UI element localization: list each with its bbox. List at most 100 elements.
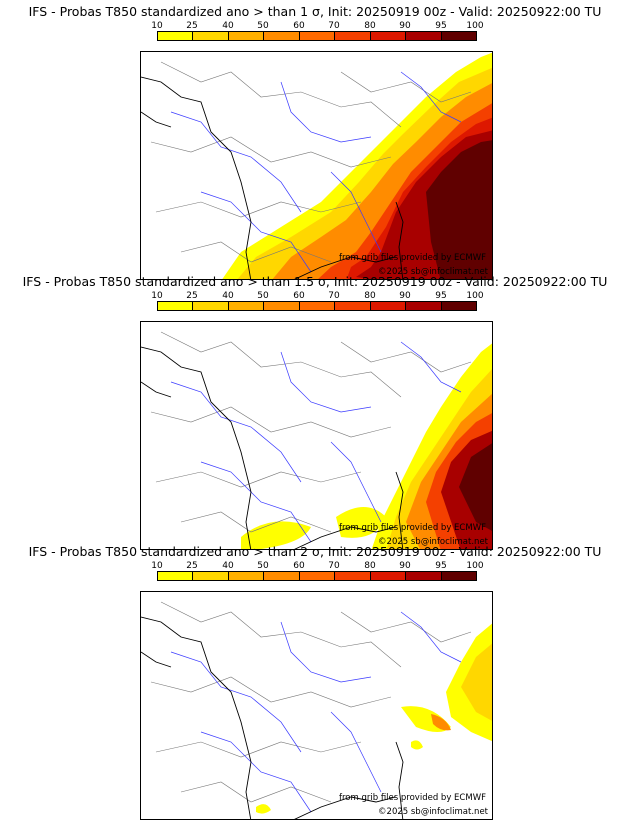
legend-swatch <box>299 572 336 580</box>
coastline-segment <box>141 616 252 819</box>
legend-labels: 10 25 40 50 60 70 80 90 95 100 <box>151 561 483 571</box>
color-legend: 10 25 40 50 60 70 80 90 95 100 <box>151 291 484 311</box>
border-line <box>155 741 362 758</box>
border-line <box>160 61 402 128</box>
legend-swatch <box>228 32 265 40</box>
border-line <box>340 611 472 643</box>
legend-swatch <box>406 572 442 580</box>
legend-label: 40 <box>222 561 234 571</box>
land-borders <box>150 61 472 263</box>
legend-label: 95 <box>435 21 447 31</box>
rivers <box>170 611 462 813</box>
legend-color-bar <box>157 31 477 41</box>
legend-swatch <box>441 32 476 40</box>
probability-map: from grib files provided by ECMWF ©2025 … <box>140 321 493 550</box>
legend-label: 40 <box>222 21 234 31</box>
map-graphic <box>141 52 492 279</box>
legend-swatch <box>264 302 300 310</box>
legend-label: 70 <box>328 21 340 31</box>
panel-title: IFS - Probas T850 standardized ano > tha… <box>28 544 602 559</box>
copyright-notice: ©2025 sb@infoclimat.net <box>378 537 488 547</box>
data-source-credit: from grib files provided by ECMWF <box>339 523 486 533</box>
panel-title: IFS - Probas T850 standardized ano > tha… <box>22 274 608 289</box>
river-line <box>200 731 312 813</box>
river-line <box>200 461 312 543</box>
border-line <box>150 406 392 438</box>
map-graphic <box>141 601 492 819</box>
land-borders <box>150 331 472 533</box>
rivers <box>170 341 462 543</box>
border-line <box>160 331 402 398</box>
river-line <box>170 111 302 213</box>
legend-swatch <box>264 572 300 580</box>
coastline-segment <box>294 526 397 549</box>
river-line <box>400 341 462 393</box>
legend-swatch <box>335 572 371 580</box>
coastline <box>141 346 404 549</box>
border-line <box>150 676 392 708</box>
river-line <box>280 81 372 143</box>
probability-area <box>256 804 271 814</box>
coastline <box>141 616 404 819</box>
legend-label: 80 <box>364 561 376 571</box>
river-line <box>280 351 372 413</box>
legend-label: 50 <box>257 21 269 31</box>
data-source-credit: from grib files provided by ECMWF <box>339 793 486 803</box>
legend-label: 40 <box>222 291 234 301</box>
legend-label: 95 <box>435 291 447 301</box>
coastline-segment <box>141 111 172 128</box>
legend-swatch <box>335 302 371 310</box>
legend-swatch <box>406 302 442 310</box>
probability-fields <box>256 623 492 814</box>
panel-1-sigma: IFS - Probas T850 standardized ano > tha… <box>0 4 630 280</box>
legend-swatch <box>264 32 300 40</box>
border-line <box>340 71 472 103</box>
probability-area <box>411 740 423 750</box>
legend-label: 90 <box>399 291 411 301</box>
legend-swatch <box>299 302 336 310</box>
border-line <box>160 601 402 668</box>
panel-title: IFS - Probas T850 standardized ano > tha… <box>28 4 602 19</box>
color-legend: 10 25 40 50 60 70 80 90 95 100 <box>151 21 484 41</box>
legend-label: 90 <box>399 561 411 571</box>
legend-label: 60 <box>293 561 305 571</box>
probability-area <box>336 507 386 538</box>
legend-label: 80 <box>364 21 376 31</box>
legend-label: 100 <box>466 21 484 31</box>
legend-label: 50 <box>257 561 269 571</box>
coastline <box>141 76 404 279</box>
legend-label: 60 <box>293 21 305 31</box>
probability-fields <box>241 343 492 549</box>
copyright-notice: ©2025 sb@infoclimat.net <box>378 267 488 277</box>
legend-swatch <box>370 572 407 580</box>
coastline-segment <box>141 76 252 279</box>
legend-label: 80 <box>364 291 376 301</box>
legend-label: 60 <box>293 291 305 301</box>
legend-label: 70 <box>328 561 340 571</box>
probability-area <box>459 443 492 531</box>
legend-swatch <box>228 572 265 580</box>
river-line <box>200 191 312 273</box>
legend-swatch <box>228 302 265 310</box>
legend-label: 25 <box>186 561 198 571</box>
legend-label: 25 <box>186 21 198 31</box>
coastline-segment <box>395 471 404 549</box>
border-line <box>150 136 392 168</box>
border-line <box>340 341 472 373</box>
legend-swatch <box>370 302 407 310</box>
probability-area <box>426 140 492 279</box>
border-line <box>155 471 362 488</box>
legend-label: 10 <box>151 291 163 301</box>
land-borders <box>150 601 472 803</box>
rivers <box>170 71 462 273</box>
legend-label: 25 <box>186 291 198 301</box>
river-line <box>170 381 302 483</box>
legend-label: 50 <box>257 291 269 301</box>
coastline-segment <box>395 741 404 819</box>
legend-swatch <box>158 32 194 40</box>
coastline-segment <box>141 651 172 668</box>
border-line <box>180 241 332 263</box>
legend-swatch <box>193 302 229 310</box>
probability-area <box>431 714 451 731</box>
probability-map: from grib files provided by ECMWF ©2025 … <box>140 591 493 820</box>
